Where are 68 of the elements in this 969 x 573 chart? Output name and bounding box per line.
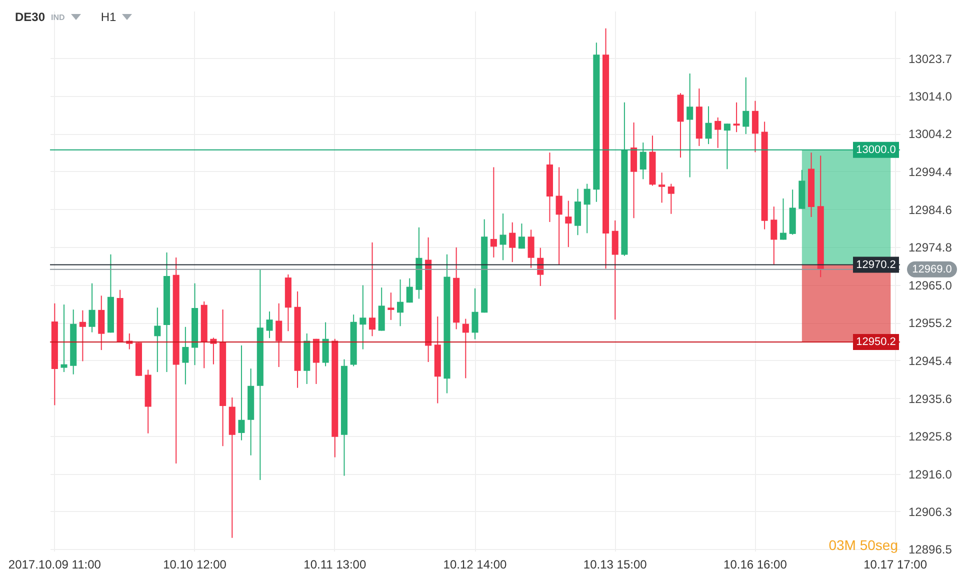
x-tick-label: 10.17 17:00 [864,558,928,572]
y-tick-label: 12916.0 [908,467,952,482]
y-tick-label: 12965.0 [908,278,952,292]
y-tick-label: 13023.7 [908,52,952,66]
candlestick [565,200,572,248]
candlestick [668,183,674,214]
y-tick-label: 12945.4 [908,354,952,368]
x-tick-label: 10.13 15:00 [583,558,648,572]
annotation: 03M 50seg [828,537,898,553]
y-tick-label: 12906.3 [908,504,952,519]
ref-line-label: 13000.0 [856,144,896,156]
candlestick [714,116,722,148]
candlestick [556,166,562,266]
candlestick [462,318,469,379]
y-tick-label: 12925.8 [908,430,952,444]
candlestick [733,102,740,133]
y-tick-label: 12935.6 [908,392,952,406]
candlestick [472,288,478,340]
candlestick [658,172,666,204]
candlestick [79,310,86,362]
candlestick [509,222,516,263]
candlestick [724,123,730,170]
y-tick-label: 12896.5 [908,542,952,557]
y-tick-label: 12994.4 [908,164,952,179]
candlestick [500,213,506,261]
x-tick-label: 10.12 14:00 [443,558,508,572]
candlestick [182,326,189,385]
y-tick-label: 12984.6 [908,202,952,217]
candlestick [640,142,646,180]
candlestick [276,302,282,368]
candlestick [518,223,525,250]
candlestick [397,278,404,327]
candlestick [154,307,161,373]
candlestick [88,282,96,333]
candlestick [406,278,413,304]
ref-line-label: 12950.2 [856,336,896,348]
candlestick [770,206,778,265]
ref-line-label: 12969.0 [912,263,952,276]
y-tick-label: 13014.0 [908,89,952,104]
candlestick [780,198,787,240]
candlestick [360,284,366,350]
candlestick [742,76,750,135]
candlestick [705,106,712,145]
candlestick [686,72,694,178]
chart-title: DE30 [15,10,46,24]
candlestick [98,295,105,351]
x-tick-label: 10.16 16:00 [724,558,788,572]
candlestick [612,220,618,320]
ref-line-label: 12970.2 [856,258,896,271]
y-tick-label: 13004.2 [908,127,952,142]
candlestick [528,229,534,268]
annotation: H1 [100,10,116,24]
x-tick-label: 2017.10.09 11:00 [8,558,102,572]
x-tick-label: 10.11 13:00 [304,558,366,572]
candlestick [322,322,329,367]
candlestick [266,310,273,339]
candlestick [312,338,320,384]
x-tick-label: 10.10 12:00 [163,558,227,572]
candlestick [238,344,245,441]
candlestick [368,242,376,337]
candlestick [584,183,590,234]
y-tick-label: 12974.8 [908,240,952,255]
candlestick [752,100,758,153]
candlestick [388,292,394,320]
y-tick-label: 12955.2 [908,316,952,330]
candlestick [490,166,497,258]
candlestick [60,304,68,373]
chart-subtitle: IND [51,12,65,22]
